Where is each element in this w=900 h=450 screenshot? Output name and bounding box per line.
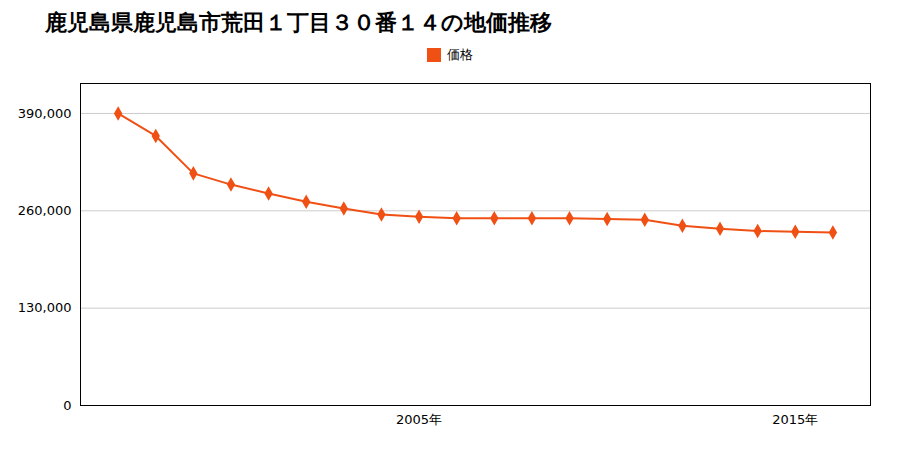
svg-text:260,000: 260,000 [18, 203, 72, 218]
svg-text:0: 0 [63, 398, 71, 413]
svg-text:2005年: 2005年 [396, 412, 442, 427]
html-text:価格: 価格 [447, 47, 473, 62]
svg-text:390,000: 390,000 [18, 106, 72, 121]
svg-text:130,000: 130,000 [18, 300, 72, 315]
html-text:鹿児島県鹿児島市荒田１丁目３０番１４の地価推移: 鹿児島県鹿児島市荒田１丁目３０番１４の地価推移 [45, 10, 552, 35]
svg-text:2015年: 2015年 [772, 412, 818, 427]
